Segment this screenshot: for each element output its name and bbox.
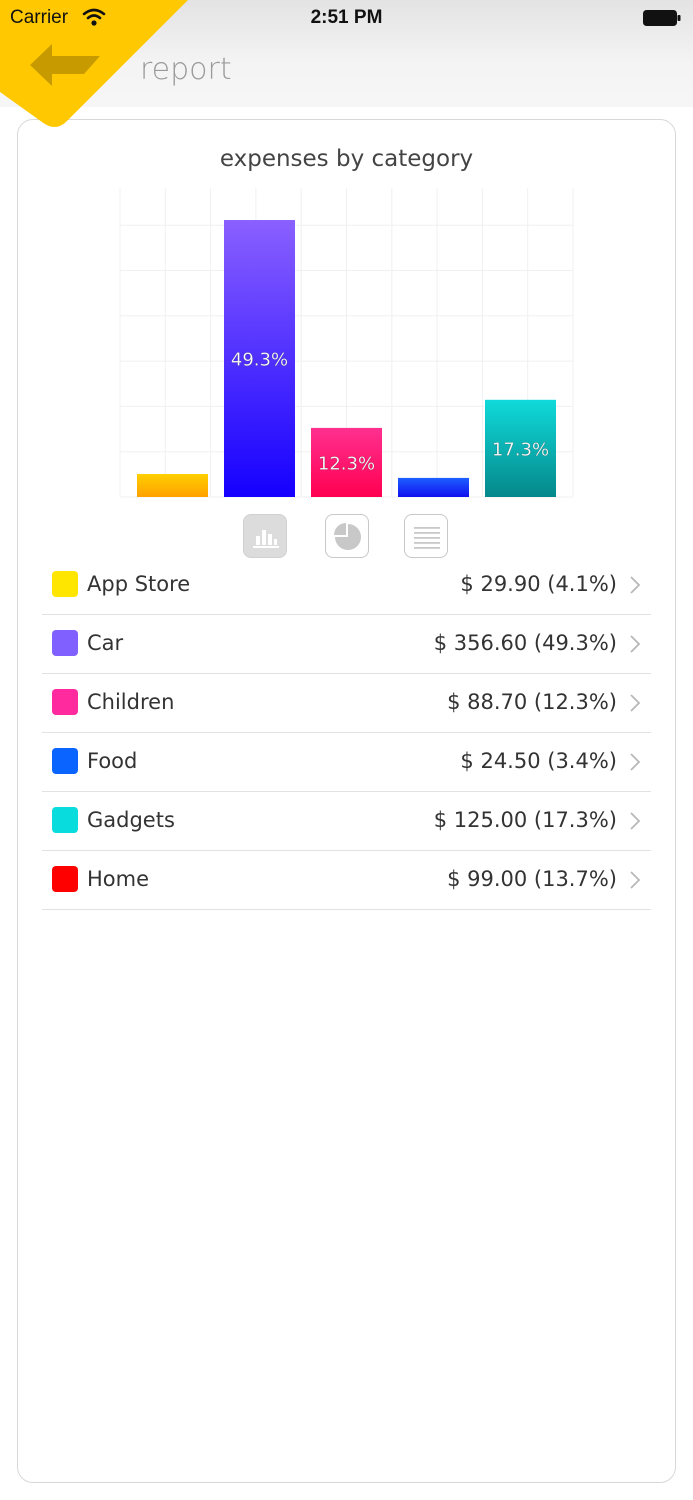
carrier-label: Carrier [10,7,69,28]
bar-chart-view-button[interactable] [243,514,287,558]
category-label: Children [87,690,175,714]
color-swatch [52,571,78,597]
category-amount: $ 125.00 (17.3%) [433,808,617,832]
bar-car [224,220,295,498]
category-label: App Store [87,572,191,596]
status-bar: Carrier 2:51 PM [0,0,693,36]
category-row-home[interactable]: Home $ 99.00 (13.7%) [42,851,651,910]
chevron-right-icon [630,576,641,594]
list-view-button[interactable] [404,514,448,558]
category-amount: $ 356.60 (49.3%) [433,631,617,655]
expenses-bar-chart: 49.3% 12.3% 17.3% [119,188,574,498]
list-view-icon [414,527,440,549]
page-title: report [140,52,232,87]
bar-gadgets [485,399,556,497]
category-label: Food [87,749,138,773]
battery-icon [643,10,681,26]
category-label: Home [87,867,150,891]
category-row-children[interactable]: Children $ 88.70 (12.3%) [42,674,651,733]
bar-children [311,427,382,497]
data-label-children: 12.3% [318,453,375,474]
pie-chart-view-button[interactable] [325,514,369,558]
category-row-gadgets[interactable]: Gadgets $ 125.00 (17.3%) [42,792,651,851]
bar-food [398,477,469,497]
chart-bars [137,220,556,498]
category-label: Gadgets [87,808,175,832]
data-label-gadgets: 17.3% [492,439,549,460]
category-amount: $ 24.50 (3.4%) [460,749,617,773]
color-swatch [52,807,78,833]
chart-data-labels: 49.3% 12.3% 17.3% [231,349,550,475]
chevron-right-icon [630,812,641,830]
category-label: Car [87,631,124,655]
category-amount: $ 88.70 (12.3%) [447,690,617,714]
category-row-food[interactable]: Food $ 24.50 (3.4%) [42,733,651,792]
chevron-right-icon [630,753,641,771]
category-row-app-store[interactable]: App Store $ 29.90 (4.1%) [42,556,651,615]
bar-app-store [137,473,208,497]
wifi-icon [82,8,106,26]
color-swatch [52,689,78,715]
category-list: App Store $ 29.90 (4.1%) Car $ 356.60 (4… [42,556,651,910]
chevron-right-icon [630,694,641,712]
color-swatch [52,630,78,656]
pie-chart-view-icon [334,523,361,550]
color-swatch [52,866,78,892]
status-time: 2:51 PM [310,7,383,28]
category-row-car[interactable]: Car $ 356.60 (49.3%) [42,615,651,674]
bar-chart-view-icon [253,530,279,548]
category-amount: $ 99.00 (13.7%) [447,867,617,891]
data-label-car: 49.3% [231,350,288,371]
chart-title: expenses by category [219,146,474,172]
chevron-right-icon [630,871,641,889]
chevron-right-icon [630,635,641,653]
color-swatch [52,748,78,774]
back-button[interactable] [0,0,200,130]
back-arrow-icon [30,44,100,86]
category-amount: $ 29.90 (4.1%) [460,572,617,596]
